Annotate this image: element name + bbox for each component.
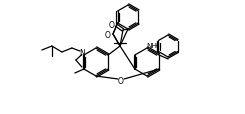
Text: NH: NH [147,43,158,49]
Text: O: O [105,30,111,39]
Text: O: O [109,20,115,29]
Text: O: O [118,77,124,86]
Text: N: N [79,48,85,57]
